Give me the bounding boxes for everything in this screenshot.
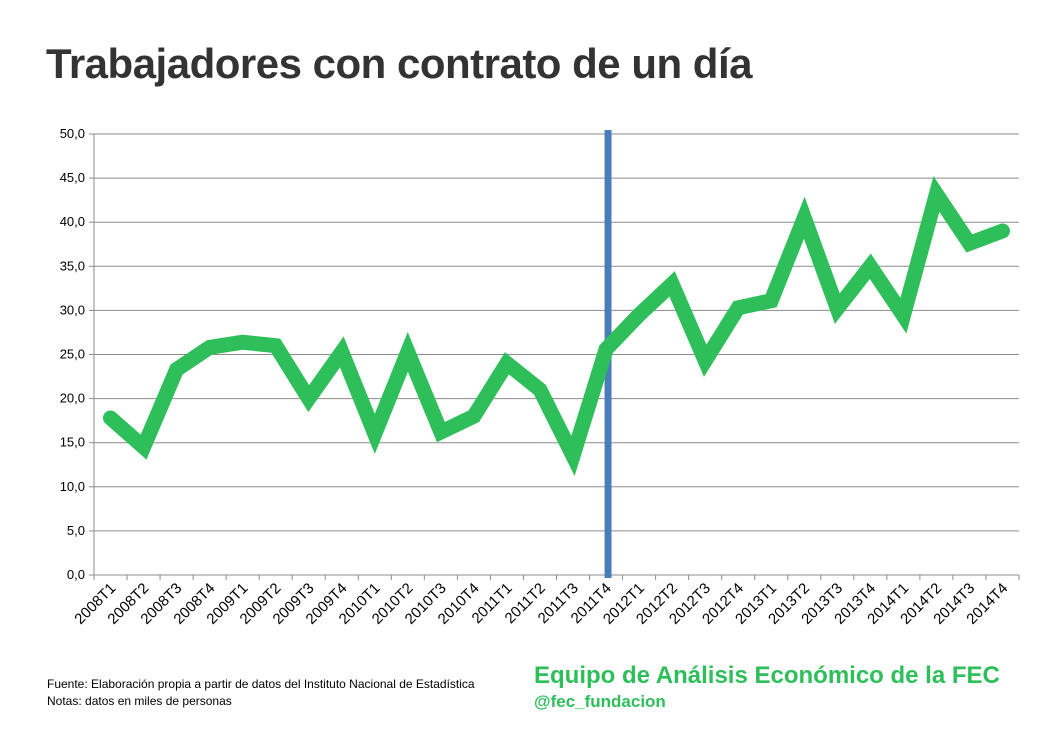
data-point — [968, 242, 970, 244]
data-point — [704, 360, 706, 362]
data-point — [242, 341, 244, 343]
data-point — [869, 265, 871, 267]
data-point — [341, 351, 343, 353]
data-point — [275, 345, 277, 347]
data-point — [110, 417, 112, 419]
data-point — [572, 455, 574, 457]
data-point — [176, 368, 178, 370]
data-point — [803, 217, 805, 219]
y-tick-label: 45,0 — [60, 170, 85, 185]
data-point — [737, 307, 739, 309]
x-axis-ticks: 2008T12008T22008T32008T42009T12009T22009… — [71, 575, 1020, 628]
y-tick-label: 50,0 — [60, 126, 85, 141]
y-tick-label: 15,0 — [60, 435, 85, 450]
data-point — [374, 433, 376, 435]
y-tick-label: 25,0 — [60, 347, 85, 362]
series-line — [103, 176, 1010, 476]
brand-block: Equipo de Análisis Económico de la FEC @… — [534, 661, 1000, 713]
notes-text: Notas: datos en miles de personas — [47, 694, 232, 708]
data-series — [103, 176, 1010, 476]
data-point — [473, 415, 475, 417]
source-notes: Fuente: Elaboración propia a partir de d… — [47, 676, 487, 710]
data-point — [440, 431, 442, 433]
y-tick-label: 30,0 — [60, 302, 85, 317]
y-tick-label: 20,0 — [60, 391, 85, 406]
y-tick-label: 40,0 — [60, 214, 85, 229]
chart-title: Trabajadores con contrato de un día — [46, 40, 752, 87]
data-point — [770, 300, 772, 302]
data-point — [605, 348, 607, 350]
y-tick-label: 0,0 — [67, 567, 85, 582]
data-point — [209, 346, 211, 348]
data-point — [1001, 230, 1003, 232]
y-tick-label: 35,0 — [60, 258, 85, 273]
data-point — [143, 446, 145, 448]
data-point — [506, 362, 508, 364]
data-point — [407, 351, 409, 353]
twitter-handle: @fec_fundacion — [534, 692, 666, 711]
axes — [93, 134, 1019, 576]
data-point — [836, 308, 838, 310]
data-point — [539, 389, 541, 391]
y-tick-label: 5,0 — [67, 523, 85, 538]
y-tick-label: 10,0 — [60, 479, 85, 494]
data-point — [935, 193, 937, 195]
data-point — [308, 398, 310, 400]
data-point — [902, 315, 904, 317]
data-point — [671, 283, 673, 285]
y-axis-ticks: 0,0 5,0 10,0 15,0 20,0 25,0 30,0 35,0 40,0 45,0 50… — [60, 126, 94, 582]
data-point — [638, 314, 640, 316]
team-name: Equipo de Análisis Económico de la FEC — [534, 662, 1000, 689]
source-text: Fuente: Elaboración propia a partir de d… — [47, 677, 475, 691]
gridlines — [94, 133, 1019, 532]
